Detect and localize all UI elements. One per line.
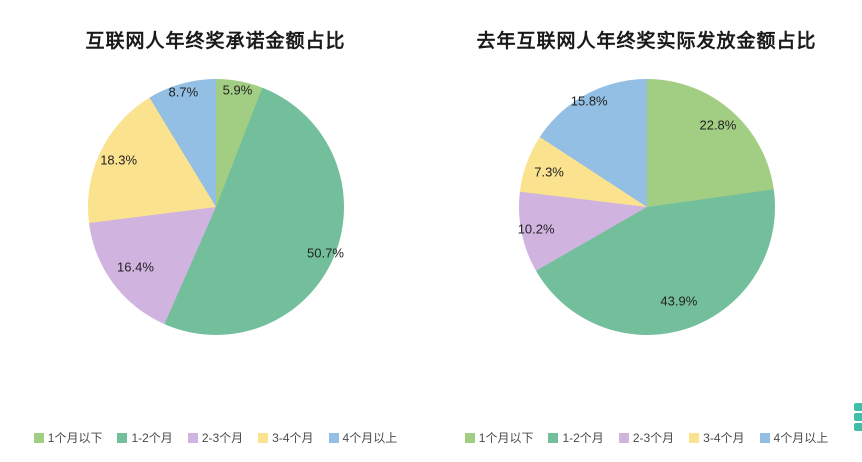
floating-widget-dot-icon xyxy=(854,403,862,411)
legend-swatch-icon xyxy=(33,432,44,443)
legend-swatch-icon xyxy=(464,432,475,443)
legend-swatch-icon xyxy=(689,432,700,443)
slice-label: 15.8% xyxy=(570,93,608,109)
slice-label: 22.8% xyxy=(699,117,737,133)
slice-label: 18.3% xyxy=(100,152,138,168)
legend: 1个月以下 1-2个月 2-3个月 3-4个月 4个月以上 xyxy=(33,429,398,446)
legend: 1个月以下 1-2个月 2-3个月 3-4个月 4个月以上 xyxy=(464,429,829,446)
slice-label: 43.9% xyxy=(660,293,698,309)
pie-chart-promised-bonus: 互联网人年终奖承诺金额占比 5.9% 50.7% 16.4% 18.3% 8.7% 1个… xyxy=(33,31,398,446)
legend-label: 4个月以上 xyxy=(773,431,829,445)
legend-label: 4个月以上 xyxy=(342,431,398,445)
slice-label: 5.9% xyxy=(222,82,253,98)
chart-title: 去年互联网人年终奖实际发放金额占比 xyxy=(476,31,817,52)
legend-swatch-icon xyxy=(117,432,128,443)
legend-label: 1-2个月 xyxy=(562,431,604,445)
floating-widget[interactable] xyxy=(854,403,862,431)
legend-item: 3-4个月 xyxy=(689,429,745,446)
legend-item: 1个月以下 xyxy=(464,429,534,446)
legend-swatch-icon xyxy=(618,432,629,443)
slice-label: 8.7% xyxy=(168,84,199,100)
legend-item: 1个月以下 xyxy=(33,429,103,446)
slice-label: 10.2% xyxy=(517,221,555,237)
legend-item: 1-2个月 xyxy=(117,429,173,446)
legend-label: 3-4个月 xyxy=(272,431,314,445)
pie xyxy=(87,79,344,335)
legend-label: 1-2个月 xyxy=(131,431,173,445)
legend-swatch-icon xyxy=(548,432,559,443)
floating-widget-dot-icon xyxy=(854,413,862,421)
legend-item: 2-3个月 xyxy=(618,429,675,446)
legend-item: 2-3个月 xyxy=(187,429,244,446)
legend-label: 2-3个月 xyxy=(201,431,244,445)
legend-swatch-icon xyxy=(187,432,198,443)
slice-label: 7.3% xyxy=(534,164,564,180)
legend-item: 3-4个月 xyxy=(258,429,314,446)
pie-wrap: 22.8% 43.9% 10.2% 7.3% 15.8% xyxy=(517,79,775,335)
legend-item: 4个月以上 xyxy=(328,429,398,446)
pie-chart-actual-bonus: 去年互联网人年终奖实际发放金额占比 22.8% 43.9% 10.2% 7.3% 15.… xyxy=(431,0,862,462)
slice-label: 16.4% xyxy=(117,259,154,275)
legend-label: 3-4个月 xyxy=(703,431,745,445)
pie xyxy=(518,79,775,335)
legend-item: 1-2个月 xyxy=(548,429,604,446)
slice-label: 50.7% xyxy=(307,245,344,261)
legend-item: 4个月以上 xyxy=(759,429,829,446)
legend-swatch-icon xyxy=(759,432,770,443)
legend-label: 1个月以下 xyxy=(47,431,103,445)
legend-label: 1个月以下 xyxy=(478,431,534,445)
chart-title: 互联网人年终奖承诺金额占比 xyxy=(85,31,346,52)
pie-wrap: 5.9% 50.7% 16.4% 18.3% 8.7% xyxy=(87,79,344,335)
floating-widget-dot-icon xyxy=(854,423,862,431)
legend-label: 2-3个月 xyxy=(632,431,675,445)
legend-swatch-icon xyxy=(328,432,339,443)
legend-swatch-icon xyxy=(258,432,269,443)
